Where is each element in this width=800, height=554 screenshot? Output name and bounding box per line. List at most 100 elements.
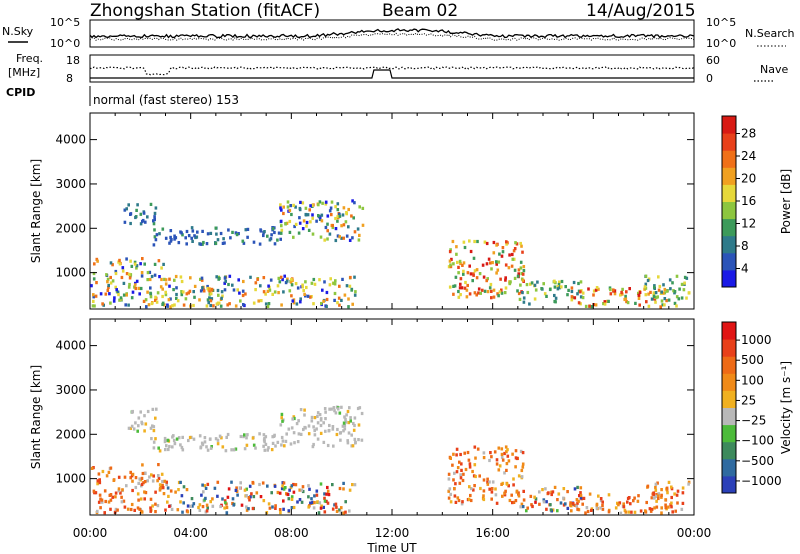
data-cell: [526, 506, 529, 510]
data-cell: [120, 500, 124, 504]
data-cell: [133, 508, 136, 512]
colorbar-tick-label: 8: [741, 239, 749, 253]
data-cell: [456, 496, 460, 500]
data-cell: [513, 276, 517, 280]
data-cell: [243, 433, 246, 437]
data-cell: [338, 411, 342, 415]
data-cell: [687, 291, 691, 295]
data-cell: [495, 262, 498, 266]
nsky-tick-top: 10^5: [50, 16, 80, 29]
data-cell: [232, 288, 236, 292]
data-cell: [454, 500, 458, 504]
data-cell: [511, 257, 515, 261]
data-cell: [655, 492, 658, 497]
colorbar-swatch: [722, 458, 736, 477]
data-cell: [209, 446, 213, 450]
data-cell: [310, 419, 314, 423]
data-cell: [654, 291, 658, 295]
data-cell: [299, 432, 303, 436]
data-cell: [449, 263, 452, 267]
data-cell: [650, 496, 654, 500]
data-cell: [120, 275, 124, 280]
data-cell: [140, 271, 144, 275]
data-cell: [349, 416, 352, 420]
data-cell: [186, 504, 190, 508]
data-cell: [270, 448, 274, 452]
data-cell: [662, 291, 665, 295]
data-cell: [655, 499, 658, 503]
data-cell: [501, 494, 504, 498]
data-cell: [500, 447, 504, 451]
data-cell: [481, 288, 484, 292]
data-cell: [530, 281, 534, 285]
data-cell: [497, 294, 500, 298]
data-cell: [462, 472, 465, 476]
data-cell: [173, 303, 176, 307]
data-cell: [292, 490, 296, 494]
data-cell: [113, 296, 116, 300]
data-cell: [320, 219, 324, 223]
data-cell: [131, 479, 134, 483]
data-cell: [129, 273, 133, 277]
data-cell: [514, 499, 518, 503]
data-cell: [154, 206, 158, 210]
data-cell: [309, 204, 312, 208]
data-cell: [500, 254, 504, 258]
data-cell: [459, 476, 463, 480]
data-cell: [332, 444, 335, 448]
data-cell: [326, 489, 330, 493]
data-cell: [281, 278, 284, 282]
data-cell: [347, 431, 351, 435]
data-cell: [259, 284, 262, 288]
data-cell: [239, 434, 243, 439]
data-cell: [206, 286, 210, 291]
data-cell: [649, 509, 653, 513]
data-cell: [136, 492, 140, 496]
data-cell: [519, 283, 522, 287]
data-cell: [169, 305, 172, 309]
beam-label: Beam 02: [382, 1, 458, 21]
data-cell: [151, 424, 154, 428]
data-cell: [105, 273, 108, 277]
data-cell: [307, 424, 311, 428]
data-cell: [139, 497, 143, 501]
data-cell: [307, 505, 310, 509]
y-tick-label: 1000: [55, 472, 86, 486]
data-cell: [192, 303, 195, 308]
data-cell: [109, 498, 113, 502]
data-cell: [203, 484, 207, 488]
data-cell: [292, 415, 296, 419]
data-cell: [98, 478, 101, 482]
data-cell: [584, 511, 587, 515]
data-cell: [143, 480, 147, 484]
data-cell: [573, 296, 577, 300]
data-cell: [334, 216, 337, 221]
data-cell: [206, 482, 210, 486]
data-cell: [111, 263, 114, 267]
data-cell: [288, 219, 292, 224]
data-cell: [335, 432, 339, 437]
data-cell: [237, 232, 240, 236]
data-cell: [460, 468, 463, 472]
data-cell: [246, 433, 249, 437]
data-cell: [512, 477, 515, 481]
data-cell: [613, 292, 617, 296]
data-cell: [90, 284, 93, 288]
data-cell: [127, 272, 131, 276]
data-cell: [356, 227, 360, 231]
data-cell: [176, 299, 180, 303]
data-cell: [273, 484, 277, 488]
data-cell: [234, 447, 238, 451]
data-cell: [595, 503, 599, 508]
data-cell: [455, 245, 458, 249]
data-cell: [331, 223, 334, 228]
data-cell: [468, 292, 472, 296]
data-cell: [238, 291, 241, 295]
data-cell: [570, 286, 574, 290]
data-cell: [351, 483, 354, 487]
data-cell: [554, 300, 557, 304]
colorbar-swatch: [722, 339, 736, 357]
data-cell: [129, 221, 132, 226]
